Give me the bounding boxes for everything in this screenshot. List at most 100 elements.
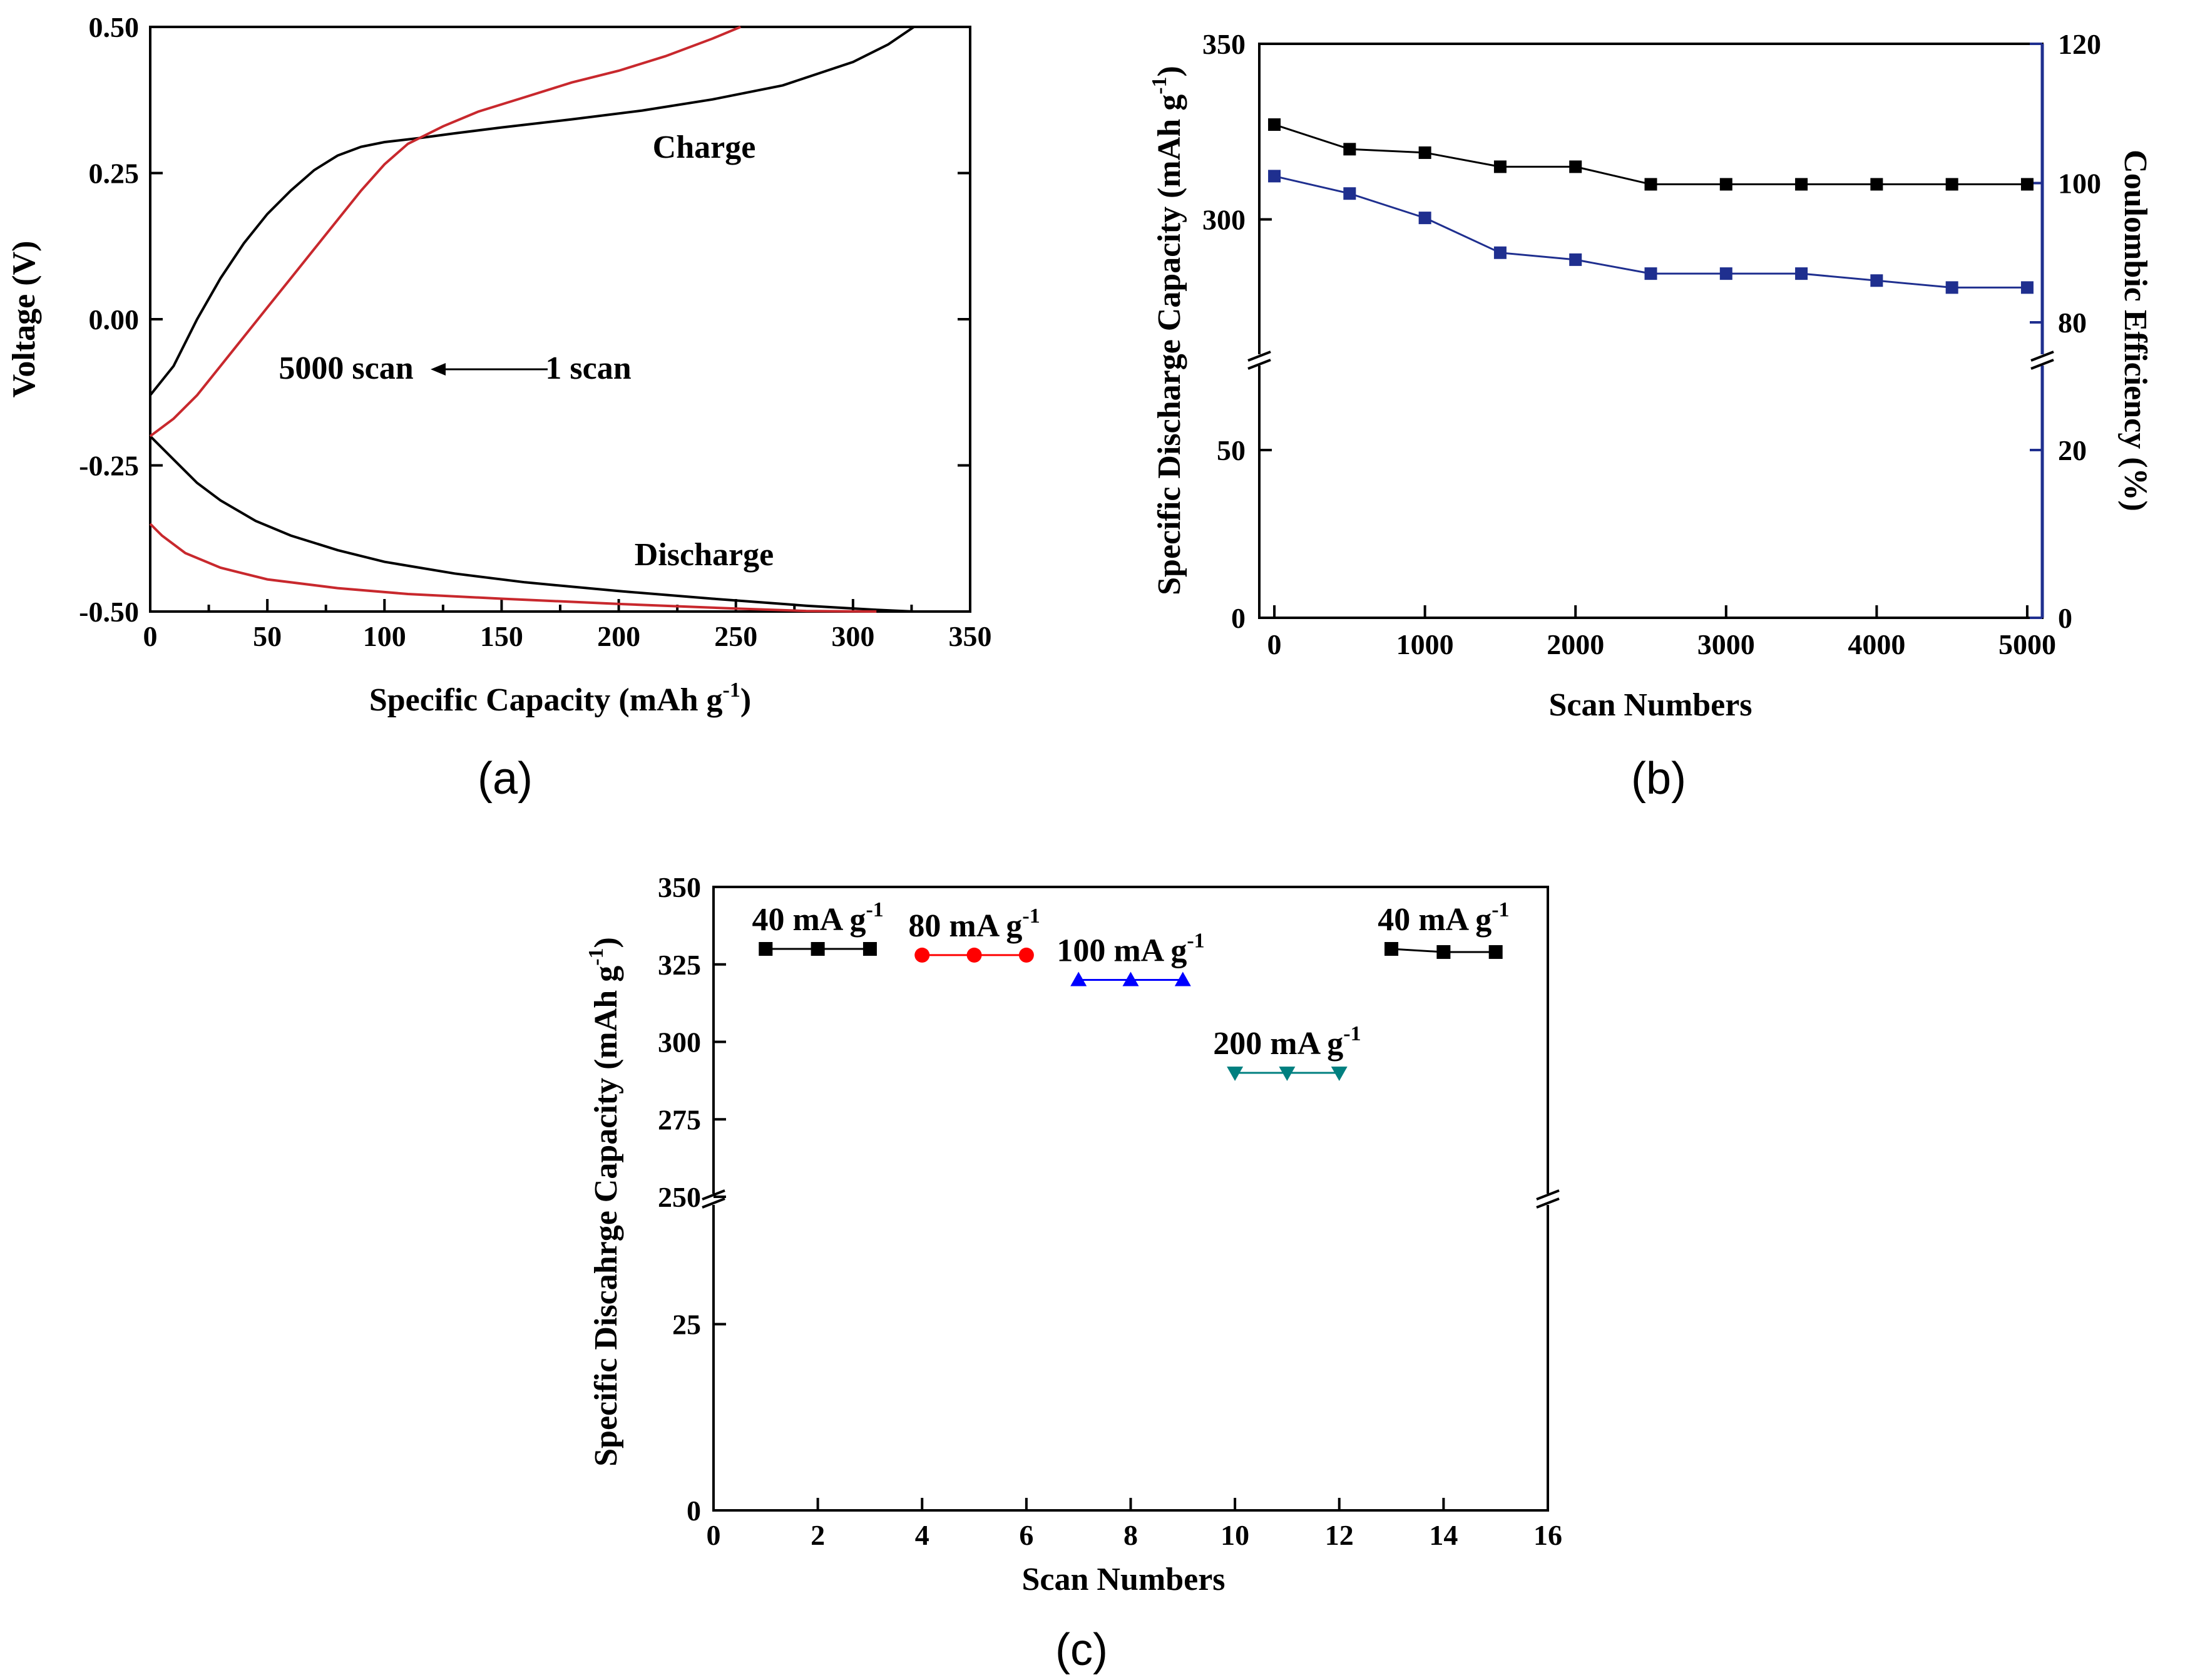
x-tick-label: 250 (714, 620, 757, 652)
annotation-discharge: Discharge (635, 537, 774, 573)
series-label-1: 80 mA g-1 (908, 904, 1040, 944)
y-tick-label: 0 (687, 1495, 701, 1527)
panel-c-chart: 0 2 4 6 8 10 12 14 16 0 25 250 275 300 325 350 40 mA g-1… (585, 871, 1562, 1597)
x-tick-label: 2 (811, 1519, 825, 1551)
y-tick-label: 25 (672, 1309, 701, 1341)
data-point-4 (1436, 945, 1451, 959)
x-axis-title: Scan Numbers (1021, 1562, 1225, 1597)
data-point-1 (1418, 212, 1431, 225)
x-tick-label: 150 (480, 620, 523, 652)
left-y-tick-label: 300 (1202, 204, 1246, 236)
series-line-0 (1274, 123, 2027, 185)
data-point-0 (1418, 146, 1431, 159)
data-point-4 (1488, 945, 1503, 959)
series-line-3 (149, 523, 877, 613)
data-point-0 (1268, 118, 1281, 131)
data-point-1 (914, 947, 930, 963)
data-point-3 (1279, 1067, 1296, 1081)
data-point-0 (1945, 178, 1958, 191)
data-point-1 (1795, 267, 1808, 280)
series-label-0: 40 mA g-1 (752, 898, 883, 938)
plot-frame (1258, 43, 2044, 619)
right-y-axis-title: Coulombic Efficiency (%) (2117, 150, 2153, 511)
series-label-3: 200 mA g-1 (1213, 1022, 1361, 1062)
data-point-0 (1644, 178, 1657, 191)
right-axis-break (2030, 351, 2054, 370)
data-point-1 (966, 947, 982, 963)
x-tick-label: 0 (1267, 628, 1282, 660)
x-axis-title: Scan Numbers (1548, 687, 1752, 723)
right-y-tick-label: 100 (2058, 168, 2101, 200)
data-point-1 (1343, 187, 1356, 200)
data-point-2 (1174, 971, 1191, 986)
x-tick-label: 4000 (1848, 628, 1905, 660)
right-axis-break (1536, 1189, 1560, 1209)
x-tick-label: 200 (597, 620, 640, 652)
x-axis-title: Specific Capacity (mAh g-1) (369, 679, 751, 718)
right-y-tick-label: 120 (2058, 28, 2101, 60)
panel-b-chart: 0 1000 2000 3000 4000 50000503003500208010012… (1148, 28, 2153, 723)
annotation-1-scan: 1 scan (545, 351, 631, 386)
y-axis-title: Specific Discahrge Capacity (mAh g-1) (585, 937, 624, 1467)
y-tick-label: -0.50 (79, 596, 139, 628)
panel-a-chart: 0 50 100 150 200 250 300 350 -0.50 -0.25 0.00 0.25 0… (6, 11, 992, 718)
y-tick-label: 325 (658, 949, 701, 981)
data-point-1 (1870, 274, 1883, 287)
y-tick-label: 300 (658, 1027, 701, 1058)
series-line-1 (149, 435, 914, 613)
data-point-0 (1719, 178, 1732, 191)
y-tick-label: 0.00 (89, 304, 140, 335)
series-label-2: 100 mA g-1 (1057, 930, 1204, 969)
x-tick-label: 4 (915, 1519, 929, 1551)
data-point-2 (1122, 971, 1139, 986)
x-tick-label: 5000 (1998, 628, 2056, 660)
data-point-1 (1018, 947, 1034, 963)
left-y-tick-label: 0 (1231, 602, 1246, 634)
left-axis-break (1247, 351, 1271, 370)
x-tick-label: 50 (253, 620, 282, 652)
x-tick-label: 300 (831, 620, 874, 652)
y-tick-label: 350 (658, 871, 701, 903)
data-point-0 (2020, 178, 2034, 191)
plot-frame (149, 26, 971, 613)
x-tick-label: 0 (143, 620, 158, 652)
right-y-tick-label: 0 (2058, 602, 2072, 634)
right-y-tick-label: 20 (2058, 434, 2087, 466)
x-tick-label: 0 (707, 1519, 721, 1551)
annotation-charge: Charge (653, 130, 756, 165)
y-tick-label: -0.25 (79, 450, 139, 482)
left-y-axis-title: Specific Discharge Capacity (mAh g-1) (1148, 66, 1187, 595)
x-tick-label: 3000 (1697, 628, 1755, 660)
annotation-5000-scan: 5000 scan (279, 351, 413, 386)
series-line-2 (149, 26, 741, 438)
x-tick-label: 100 (363, 620, 406, 652)
x-tick-label: 16 (1533, 1519, 1562, 1551)
data-point-1 (1268, 170, 1281, 183)
data-point-0 (1343, 143, 1356, 156)
data-point-1 (1945, 281, 1958, 294)
data-point-1 (2020, 281, 2034, 294)
panel-b-label: (b) (1631, 754, 1686, 804)
annotation-arrow-head (431, 363, 446, 376)
data-point-2 (1070, 971, 1087, 986)
left-axis-break (702, 1189, 725, 1209)
panel-a-label: (a) (478, 754, 533, 804)
data-point-0 (1870, 178, 1883, 191)
data-point-4 (1384, 942, 1399, 956)
x-tick-label: 14 (1429, 1519, 1458, 1551)
x-tick-label: 12 (1325, 1519, 1354, 1551)
data-point-3 (1331, 1067, 1348, 1081)
y-tick-label: 0.50 (89, 11, 140, 43)
y-tick-label: 275 (658, 1104, 701, 1135)
left-y-tick-label: 350 (1202, 28, 1246, 60)
y-tick-label: 250 (658, 1181, 701, 1213)
data-point-1 (1569, 253, 1582, 266)
left-y-tick-label: 50 (1217, 434, 1246, 466)
data-point-0 (1569, 160, 1582, 173)
data-point-0 (862, 942, 877, 956)
data-point-3 (1227, 1067, 1244, 1081)
data-point-0 (811, 942, 825, 956)
x-tick-label: 350 (949, 620, 992, 652)
panel-c-label: (c) (1055, 1625, 1108, 1675)
